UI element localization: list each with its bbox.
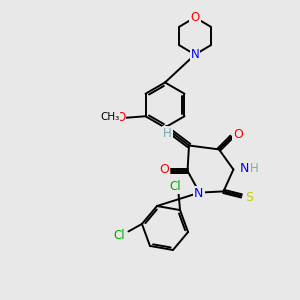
Text: N: N xyxy=(194,187,204,200)
Text: O: O xyxy=(160,163,169,176)
Text: O: O xyxy=(116,111,125,124)
Text: O: O xyxy=(190,11,200,24)
Text: O: O xyxy=(233,128,243,141)
Text: S: S xyxy=(245,191,253,204)
Text: N: N xyxy=(240,162,249,176)
Text: N: N xyxy=(190,48,200,61)
Text: Cl: Cl xyxy=(114,230,125,242)
Text: H: H xyxy=(163,127,172,140)
Text: Cl: Cl xyxy=(169,181,181,194)
Text: H: H xyxy=(250,162,259,176)
Text: CH₃: CH₃ xyxy=(100,112,119,122)
